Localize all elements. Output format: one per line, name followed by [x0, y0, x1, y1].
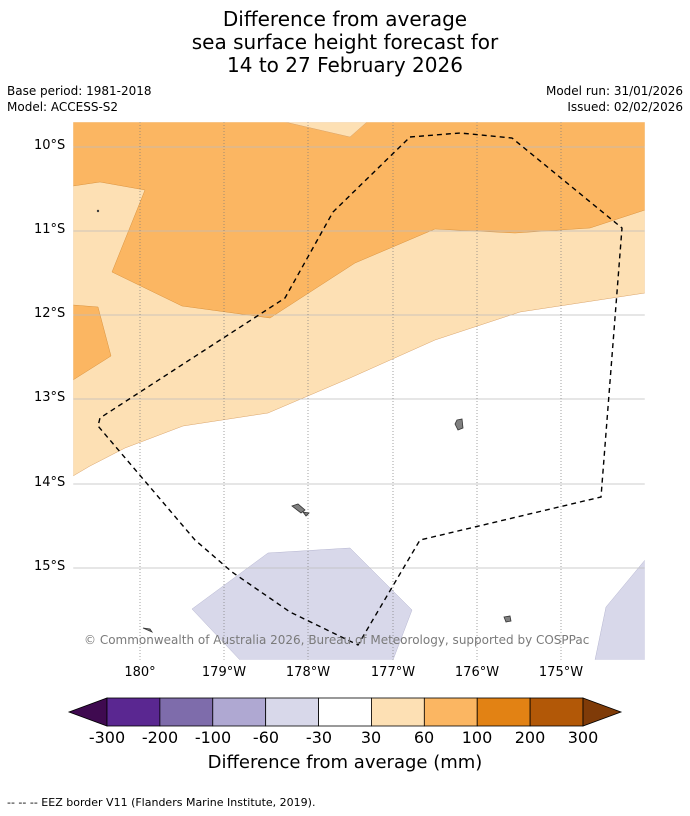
- legend-tick-1: -200: [141, 728, 179, 747]
- legend-tick-6: 60: [413, 728, 435, 747]
- title-line-1: Difference from average: [222, 7, 468, 31]
- map-title: Difference from average sea surface heig…: [0, 8, 690, 77]
- island-west-small: [302, 511, 310, 517]
- island-southwest: [142, 627, 154, 633]
- issued-date: Issued: 02/02/2026: [567, 100, 683, 114]
- legend-tick-5: 30: [360, 728, 382, 747]
- colorbar-cell: [423, 697, 478, 727]
- contour-band-neg-30-60-right: [594, 559, 645, 660]
- lon-label-176w: 176°W: [454, 665, 500, 680]
- title-line-3: 14 to 27 February 2026: [227, 53, 463, 77]
- title-line-2: sea surface height forecast for: [191, 30, 499, 54]
- colorbar-cell: [529, 697, 584, 727]
- meta-right: Model run: 31/01/2026 Issued: 02/02/2026: [546, 83, 683, 115]
- lon-label-179w: 179°W: [201, 665, 247, 680]
- legend-tick-7: 100: [461, 728, 493, 747]
- lon-label-178w: 178°W: [285, 665, 331, 680]
- legend-tick-9: 300: [567, 728, 599, 747]
- legend-tick-0: -300: [88, 728, 126, 747]
- lat-label-11s: 11°S: [34, 222, 66, 237]
- island-tiny: [96, 209, 100, 213]
- colorbar-cell: [159, 697, 214, 727]
- lat-label-15s: 15°S: [34, 559, 66, 574]
- lat-label-14s: 14°S: [34, 475, 66, 490]
- eez-footnote: -- -- -- EEZ border V11 (Flanders Marine…: [7, 796, 316, 809]
- lon-label-175w: 175°W: [538, 665, 584, 680]
- colorbar-cell: [212, 697, 267, 727]
- colorbar-cell: [476, 697, 531, 727]
- copyright-notice: © Commonwealth of Australia 2026, Bureau…: [84, 633, 590, 647]
- map-frame: [72, 121, 646, 661]
- colorbar-extend-left: [67, 697, 108, 727]
- model-name: Model: ACCESS-S2: [7, 100, 119, 114]
- graticule: [73, 122, 645, 660]
- colorbar-extend-right: [582, 697, 623, 727]
- colorbar-cell: [371, 697, 425, 727]
- legend-tick-3: -60: [252, 728, 280, 747]
- colorbar: [67, 697, 623, 727]
- lat-label-12s: 12°S: [34, 306, 66, 321]
- legend-tick-4: -30: [305, 728, 333, 747]
- meta-left: Base period: 1981-2018 Model: ACCESS-S2: [7, 83, 152, 115]
- contour-band-60-100-left: [73, 304, 112, 381]
- colorbar-cell: [106, 697, 161, 727]
- map-area: [73, 122, 645, 660]
- model-run: Model run: 31/01/2026: [545, 84, 683, 98]
- colorbar-cell: [318, 697, 372, 727]
- island-east: [454, 418, 464, 431]
- contour-band-60-100: [73, 122, 645, 319]
- legend-tick-8: 200: [514, 728, 546, 747]
- lon-label-180: 180°: [124, 665, 156, 680]
- contour-band-neg-30-60: [191, 547, 413, 660]
- island-west: [291, 503, 306, 514]
- islands: [96, 209, 512, 633]
- colorbar-cell: [265, 697, 319, 727]
- contour-notch-top: [284, 122, 368, 138]
- legend-title: Difference from average (mm): [207, 752, 483, 773]
- base-period: Base period: 1981-2018: [7, 84, 152, 98]
- lat-label-13s: 13°S: [34, 390, 66, 405]
- lat-label-10s: 10°S: [34, 138, 66, 153]
- lon-label-177w: 177°W: [370, 665, 416, 680]
- island-southeast: [503, 615, 512, 623]
- legend-tick-2: -100: [194, 728, 232, 747]
